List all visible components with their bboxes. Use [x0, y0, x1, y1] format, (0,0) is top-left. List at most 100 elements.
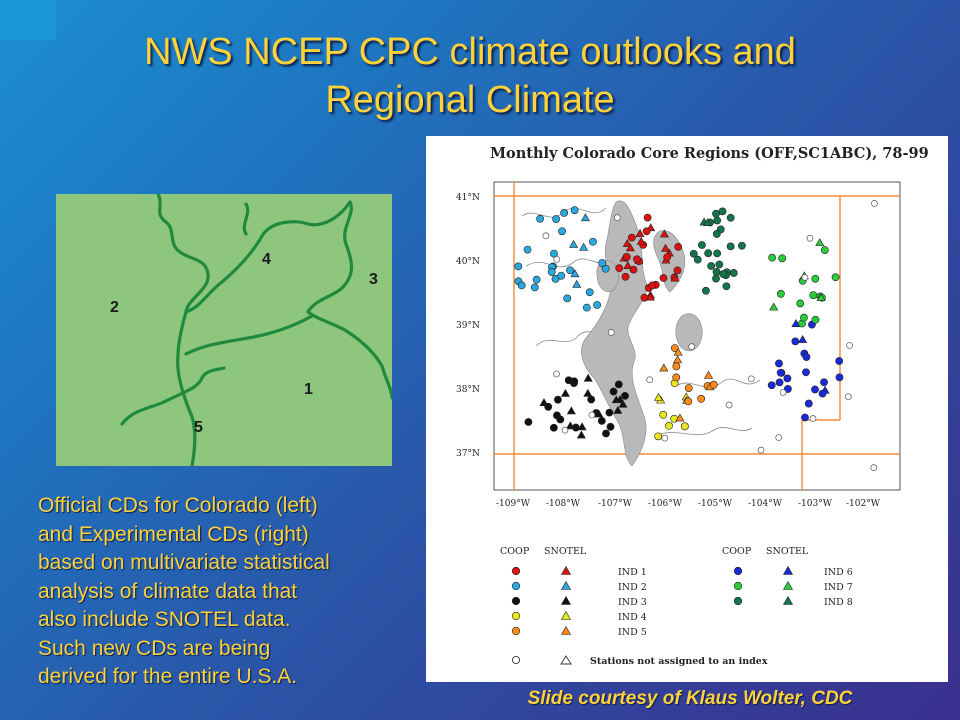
coop-station-marker: [831, 273, 840, 282]
coop-station-marker: [767, 381, 776, 390]
caption-line-4: analysis of climate data that: [38, 579, 298, 603]
coop-station-marker: [783, 374, 792, 383]
lon-label: -107°W: [598, 499, 633, 509]
legend-item-ind-5: IND 5: [618, 627, 647, 638]
coop-station-marker: [712, 274, 720, 283]
legend-snotel-symbol: [782, 595, 794, 605]
legend-snotel-symbol: [782, 565, 794, 575]
snotel-station-marker: [572, 279, 582, 288]
coop-station-marker: [818, 389, 827, 398]
coop-station-marker: [768, 253, 777, 262]
coop-station-marker: [804, 399, 813, 408]
coop-station-marker: [585, 288, 594, 297]
coop-station-marker: [549, 423, 558, 432]
legend-snotel-symbol: [560, 610, 572, 620]
coop-station-marker: [632, 255, 641, 264]
coop-station-marker: [550, 249, 558, 258]
region-label-2: 2: [110, 299, 119, 316]
coop-station-marker: [605, 408, 614, 417]
legend-coop-symbol: [511, 626, 521, 636]
coop-station-marker: [654, 432, 663, 441]
legend-coop-symbol: [511, 611, 521, 621]
unassigned-station-marker: [806, 234, 814, 242]
coop-station-marker: [557, 271, 566, 280]
legend-item-ind-7: IND 7: [824, 582, 853, 593]
map-background: [56, 194, 392, 466]
legend-header-coop: COOP: [500, 546, 530, 557]
coop-station-marker: [712, 209, 720, 218]
caption-line-2: and Experimental CDs (right): [38, 522, 309, 546]
lon-label: -105°W: [698, 499, 733, 509]
title-line-2: Regional Climate: [325, 79, 615, 121]
border-west: [156, 194, 210, 466]
unassigned-station-marker: [688, 343, 696, 350]
title-line-1: NWS NCEP CPC climate outlooks and: [144, 31, 796, 73]
region-label-3: 3: [369, 271, 378, 288]
unassigned-station-marker: [725, 401, 733, 409]
coop-station-marker: [811, 274, 820, 283]
legend-coop-symbol: [733, 581, 743, 591]
snotel-station-marker: [580, 213, 590, 222]
coop-station-marker: [547, 268, 556, 276]
coop-station-marker: [800, 313, 808, 322]
coop-station-marker: [672, 373, 681, 382]
coop-station-marker: [712, 230, 721, 238]
station-markers: [514, 200, 878, 471]
coop-station-marker: [674, 242, 683, 251]
legend-unassigned: Stations not assigned to an index: [590, 656, 768, 667]
coop-station-marker: [615, 264, 624, 273]
region-label-1: 1: [304, 381, 313, 398]
coop-station-marker: [820, 378, 828, 387]
coop-station-marker: [642, 227, 651, 236]
snotel-station-marker: [703, 370, 714, 379]
lon-label: -104°W: [748, 499, 783, 509]
coop-station-marker: [532, 275, 541, 284]
snotel-station-marker: [570, 269, 580, 278]
snotel-station-marker: [583, 388, 593, 397]
coop-station-marker: [713, 216, 722, 225]
snotel-station-marker: [670, 273, 680, 282]
coop-station-marker: [514, 262, 523, 271]
coop-station-marker: [791, 337, 800, 346]
coop-station-marker: [621, 391, 629, 400]
lat-label: 38°N: [456, 385, 480, 395]
coop-station-marker: [640, 293, 649, 302]
coop-station-marker: [593, 301, 602, 309]
coop-station-marker: [776, 368, 785, 377]
legend-item-ind-3: IND 3: [618, 597, 647, 608]
unassigned-station-marker: [871, 200, 878, 207]
legend-snotel-symbol: [560, 625, 572, 635]
snotel-station-marker: [623, 261, 633, 269]
coop-station-marker: [524, 418, 533, 426]
snotel-station-marker: [798, 334, 808, 343]
snotel-station-marker: [673, 347, 683, 356]
unassigned-station-marker: [844, 393, 852, 401]
caption: Official CDs for Colorado (left) and Exp…: [38, 492, 428, 692]
coop-station-marker: [835, 357, 844, 365]
snotel-station-marker: [675, 413, 685, 422]
legend-coop-symbol: [511, 596, 521, 606]
legend-item-ind-2: IND 2: [618, 582, 647, 593]
snotel-station-marker: [622, 238, 632, 247]
unassigned-station-marker: [553, 370, 560, 378]
legend-snotel-symbol: [560, 565, 572, 575]
unassigned-station-marker: [779, 389, 787, 396]
coop-station-marker: [811, 315, 820, 324]
caption-line-5: also include SNOTEL data.: [38, 608, 291, 631]
coop-station-marker: [715, 260, 724, 269]
coop-station-marker: [606, 422, 615, 431]
legend: COOP SNOTEL COOP SNOTEL IND 1 IND 2 IND …: [500, 546, 853, 667]
snotel-station-marker: [583, 373, 593, 382]
coop-station-marker: [796, 299, 805, 308]
lat-label: 37°N: [456, 449, 480, 459]
caption-line-1: Official CDs for Colorado (left): [38, 494, 318, 517]
unassigned-station-marker: [870, 464, 878, 471]
coop-station-marker: [523, 245, 532, 254]
lat-label: 41°N: [456, 193, 480, 203]
coop-station-marker: [609, 387, 618, 396]
legend-header-snotel: SNOTEL: [766, 546, 809, 557]
coop-station-marker: [629, 265, 638, 274]
legend-item-ind-6: IND 6: [824, 567, 853, 578]
coop-station-marker: [738, 241, 746, 250]
